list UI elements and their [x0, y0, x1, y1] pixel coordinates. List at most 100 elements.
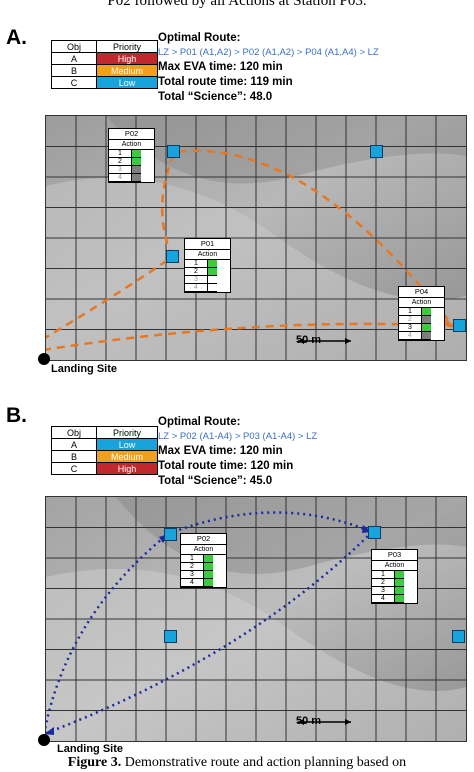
action-number: 4: [399, 332, 422, 340]
station-box-p04: P04 Action 1 2 3 4: [398, 286, 445, 341]
action-number: 4: [181, 579, 204, 587]
action-status: [422, 332, 431, 340]
action-number: 2: [109, 158, 132, 166]
action-number: 3: [109, 166, 132, 174]
action-status: [204, 571, 213, 579]
landing-site-label: Landing Site: [51, 363, 117, 375]
action-number: 2: [181, 563, 204, 571]
total-time-b: Total route time: 120 min: [158, 460, 294, 472]
priority-header: Priority: [96, 426, 158, 439]
action-number: 3: [181, 571, 204, 579]
waypoint-marker: [370, 145, 383, 158]
priority-cell: Medium: [96, 64, 158, 77]
max-eva-a: Max EVA time: 120 min: [158, 61, 283, 73]
total-time-a: Total route time: 119 min: [158, 76, 293, 88]
station-name: P02: [181, 534, 226, 545]
action-status: [208, 284, 217, 292]
scale-arrow: [298, 338, 304, 344]
action-status: [204, 555, 213, 563]
action-number: 1: [181, 555, 204, 563]
station-name: P02: [109, 129, 154, 140]
waypoint-marker: [368, 526, 381, 539]
action-status: [204, 563, 213, 571]
action-status: [208, 268, 217, 276]
action-number: 4: [109, 174, 132, 182]
route-path-b: [46, 531, 373, 735]
action-number: 3: [185, 276, 208, 284]
landing-site-marker: [38, 734, 50, 746]
priority-cell: High: [96, 462, 158, 475]
action-number: 2: [185, 268, 208, 276]
action-number: 2: [372, 579, 395, 587]
action-label: Action: [181, 545, 226, 555]
map-b-svg: [46, 497, 466, 741]
route-title-a: Optimal Route:: [158, 32, 241, 44]
station-name: P03: [372, 550, 417, 561]
waypoint-marker: [164, 528, 177, 541]
station-box-p02: P02 Action 1 2 3 4: [180, 533, 227, 588]
scale-arrow: [345, 719, 351, 725]
action-status: [204, 579, 213, 587]
action-status: [132, 150, 141, 158]
route-title-b: Optimal Route:: [158, 416, 241, 428]
scale-label: 50 m: [296, 334, 322, 346]
action-status: [422, 308, 431, 316]
landing-site-marker: [38, 353, 50, 365]
priority-cell: Medium: [96, 450, 158, 463]
action-number: 3: [372, 587, 395, 595]
max-eva-b: Max EVA time: 120 min: [158, 445, 283, 457]
action-number: 1: [109, 150, 132, 158]
action-status: [132, 158, 141, 166]
action-status: [395, 571, 404, 579]
panel-b-label: B.: [6, 404, 27, 427]
station-name: P01: [185, 239, 230, 250]
station-box-p01: P01 Action 1 2 3 4: [184, 238, 231, 293]
obj-cell: A: [51, 438, 97, 451]
science-a: Total “Science”: 48.0: [158, 91, 273, 103]
priority-table-a: Obj Priority A High B Medium C Low: [51, 40, 158, 89]
action-status: [208, 276, 217, 284]
caption-label: Figure 3.: [67, 755, 122, 770]
obj-header: Obj: [51, 426, 97, 439]
waypoint-marker: [166, 250, 179, 263]
lunar-map-a: P02 Action 1 2 3 4 P01 Action 1 2 3 4 P0…: [45, 115, 467, 361]
priority-header: Priority: [96, 40, 158, 53]
action-status: [208, 260, 217, 268]
priority-cell: High: [96, 52, 158, 65]
obj-header: Obj: [51, 40, 97, 53]
action-number: 1: [372, 571, 395, 579]
caption-text: Demonstrative route and action planning …: [121, 755, 407, 770]
priority-cell: Low: [96, 438, 158, 451]
action-label: Action: [399, 298, 444, 308]
action-status: [395, 595, 404, 603]
landing-site-label: Landing Site: [57, 743, 123, 755]
lunar-map-b: P02 Action 1 2 3 4 P03 Action 1 2 3 4 50…: [45, 496, 467, 742]
panel-a-label: A.: [6, 26, 27, 49]
scale-label: 50 m: [296, 715, 322, 727]
station-box-p02: P02 Action 1 2 3 4: [108, 128, 155, 183]
action-number: 1: [185, 260, 208, 268]
action-status: [132, 174, 141, 182]
route-sequence-b: LZ > P02 (A1-A4) > P03 (A1-A4) > LZ: [158, 431, 318, 442]
route-arrow: [46, 727, 54, 735]
action-status: [422, 316, 431, 324]
priority-table-b: Obj Priority A Low B Medium C High: [51, 426, 158, 475]
priority-cell: Low: [96, 76, 158, 89]
waypoint-marker: [164, 630, 177, 643]
action-number: 2: [399, 316, 422, 324]
route-sequence-a: LZ > P01 (A1,A2) > P02 (A1,A2) > P04 (A1…: [158, 47, 379, 58]
action-number: 4: [372, 595, 395, 603]
station-box-p03: P03 Action 1 2 3 4: [371, 549, 418, 604]
action-status: [395, 579, 404, 587]
action-label: Action: [109, 140, 154, 150]
action-label: Action: [372, 561, 417, 571]
action-status: [132, 166, 141, 174]
waypoint-marker: [167, 145, 180, 158]
action-status: [422, 324, 431, 332]
top-cut-text: P02 followed by all Actions at Station P…: [107, 0, 367, 9]
action-number: 1: [399, 308, 422, 316]
route-arrow: [444, 318, 453, 326]
scale-arrow: [345, 338, 351, 344]
action-number: 3: [399, 324, 422, 332]
obj-cell: C: [51, 76, 97, 89]
